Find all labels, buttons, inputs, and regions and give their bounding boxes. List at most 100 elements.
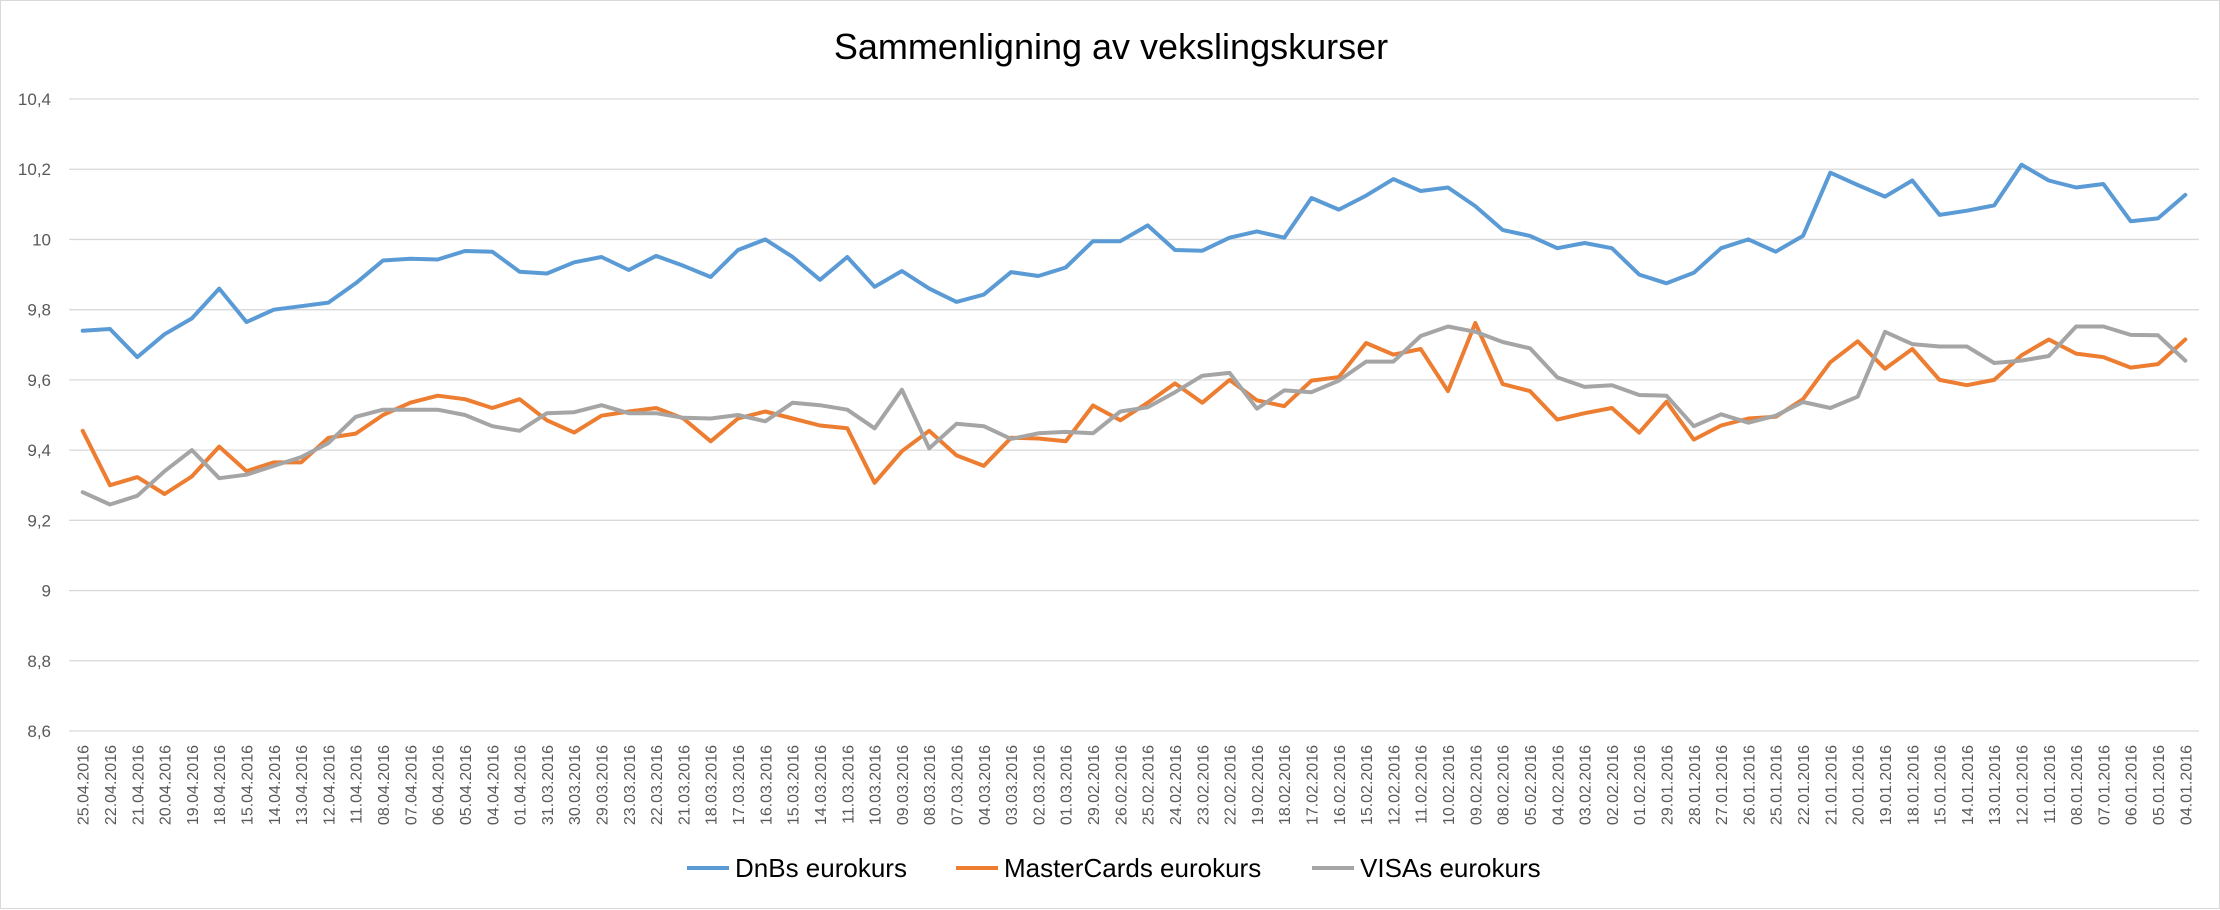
- x-tick-label: 07.03.2016: [950, 745, 967, 825]
- x-tick-label: 11.03.2016: [840, 745, 857, 824]
- x-tick-label: 11.01.2016: [2042, 745, 2059, 824]
- x-tick-label: 22.01.2016: [1796, 745, 1813, 825]
- x-tick-label: 21.03.2016: [676, 745, 693, 825]
- x-tick-label: 13.04.2016: [294, 745, 311, 825]
- series-lines: [80, 162, 2188, 507]
- x-tick-label: 03.03.2016: [1004, 745, 1021, 825]
- x-tick-label: 25.01.2016: [1769, 745, 1786, 825]
- x-tick-label: 30.03.2016: [567, 745, 584, 825]
- chart-title: Sammenligning av vekslingskurser: [834, 26, 1388, 67]
- x-tick-label: 15.02.2016: [1359, 745, 1376, 825]
- series-line-1: [80, 162, 2188, 360]
- x-tick-label: 29.03.2016: [595, 745, 612, 825]
- x-tick-label: 05.04.2016: [458, 745, 475, 825]
- x-tick-label: 29.02.2016: [1086, 745, 1103, 825]
- y-tick-label: 9,4: [27, 441, 51, 460]
- x-tick-label: 15.04.2016: [240, 745, 257, 825]
- x-tick-label: 15.01.2016: [1933, 745, 1950, 825]
- x-tick-label: 10.02.2016: [1441, 745, 1458, 825]
- x-tick-label: 04.04.2016: [485, 745, 502, 825]
- x-tick-label: 16.03.2016: [758, 745, 775, 825]
- x-tick-label: 08.03.2016: [922, 745, 939, 825]
- legend-label-1: DnBs eurokurs: [735, 853, 907, 883]
- x-tick-label: 04.01.2016: [2178, 745, 2195, 825]
- y-axis-ticks: 8,6 8,8 9 9,2 9,4 9,6 9,8 10 10,2 10,4: [18, 90, 51, 741]
- x-tick-label: 08.02.2016: [1496, 745, 1513, 825]
- series-line-2: [80, 321, 2188, 496]
- x-tick-label: 12.04.2016: [321, 745, 338, 825]
- x-tick-label: 26.01.2016: [1741, 745, 1758, 825]
- y-tick-label: 9: [42, 582, 51, 601]
- x-tick-label: 19.01.2016: [1878, 745, 1895, 825]
- x-tick-label: 25.02.2016: [1141, 745, 1158, 825]
- x-tick-label: 16.02.2016: [1332, 745, 1349, 825]
- x-tick-label: 22.04.2016: [103, 745, 120, 825]
- x-tick-label: 23.03.2016: [622, 745, 639, 825]
- legend-label-2: MasterCards eurokurs: [1004, 853, 1261, 883]
- x-tick-label: 23.02.2016: [1195, 745, 1212, 825]
- x-tick-label: 17.03.2016: [731, 745, 748, 825]
- y-tick-label: 10,4: [18, 90, 51, 109]
- x-tick-label: 15.03.2016: [786, 745, 803, 825]
- x-tick-label: 27.01.2016: [1714, 745, 1731, 825]
- x-tick-label: 01.03.2016: [1059, 745, 1076, 825]
- x-tick-label: 02.03.2016: [1031, 745, 1048, 825]
- x-tick-label: 11.02.2016: [1414, 745, 1431, 824]
- x-tick-label: 17.02.2016: [1305, 745, 1322, 825]
- x-tick-label: 13.01.2016: [1987, 745, 2004, 825]
- series-line-3: [80, 324, 2188, 507]
- x-tick-label: 06.04.2016: [431, 745, 448, 825]
- x-tick-label: 10.03.2016: [868, 745, 885, 825]
- y-tick-label: 10: [32, 230, 51, 249]
- x-tick-label: 29.01.2016: [1660, 745, 1677, 825]
- x-tick-label: 09.03.2016: [895, 745, 912, 825]
- x-tick-label: 09.02.2016: [1468, 745, 1485, 825]
- x-tick-label: 12.01.2016: [2015, 745, 2032, 825]
- x-tick-label: 18.04.2016: [212, 745, 229, 825]
- x-tick-label: 20.01.2016: [1851, 745, 1868, 825]
- legend: DnBs eurokurs MasterCards eurokurs VISAs e…: [687, 853, 1541, 883]
- x-tick-label: 14.01.2016: [1960, 745, 1977, 825]
- y-tick-label: 9,8: [27, 301, 51, 320]
- x-tick-label: 07.04.2016: [403, 745, 420, 825]
- x-tick-label: 12.02.2016: [1386, 745, 1403, 825]
- x-tick-label: 14.03.2016: [813, 745, 830, 825]
- x-tick-label: 02.02.2016: [1605, 745, 1622, 825]
- x-tick-label: 18.02.2016: [1277, 745, 1294, 825]
- x-tick-label: 04.02.2016: [1550, 745, 1567, 825]
- x-tick-label: 21.04.2016: [130, 745, 147, 825]
- x-tick-label: 19.02.2016: [1250, 745, 1267, 825]
- y-tick-label: 8,8: [27, 652, 51, 671]
- x-tick-label: 07.01.2016: [2096, 745, 2113, 825]
- legend-label-3: VISAs eurokurs: [1360, 853, 1541, 883]
- x-tick-label: 19.04.2016: [185, 745, 202, 825]
- x-tick-label: 11.04.2016: [349, 745, 366, 824]
- x-tick-label: 31.03.2016: [540, 745, 557, 825]
- x-tick-label: 04.03.2016: [977, 745, 994, 825]
- x-tick-label: 03.02.2016: [1578, 745, 1595, 825]
- y-tick-label: 9,2: [27, 511, 51, 530]
- x-axis-ticks: 25.04.2016 22.04.2016 21.04.2016 20.04.2016…: [76, 745, 2196, 825]
- x-tick-label: 05.02.2016: [1523, 745, 1540, 825]
- x-tick-label: 18.01.2016: [1905, 745, 1922, 825]
- x-tick-label: 28.01.2016: [1687, 745, 1704, 825]
- y-tick-label: 9,6: [27, 371, 51, 390]
- x-tick-label: 21.01.2016: [1823, 745, 1840, 825]
- x-tick-label: 05.01.2016: [2151, 745, 2168, 825]
- y-tick-label: 8,6: [27, 722, 51, 741]
- x-tick-label: 18.03.2016: [704, 745, 721, 825]
- x-tick-label: 22.03.2016: [649, 745, 666, 825]
- x-tick-label: 20.04.2016: [158, 745, 175, 825]
- x-tick-label: 01.02.2016: [1632, 745, 1649, 825]
- x-tick-label: 01.04.2016: [513, 745, 530, 825]
- x-tick-label: 08.04.2016: [376, 745, 393, 825]
- x-tick-label: 25.04.2016: [76, 745, 93, 825]
- x-tick-label: 22.02.2016: [1223, 745, 1240, 825]
- gridlines: [69, 98, 2199, 732]
- y-tick-label: 10,2: [18, 160, 51, 179]
- x-tick-label: 14.04.2016: [267, 745, 284, 825]
- x-tick-label: 24.02.2016: [1168, 745, 1185, 825]
- x-tick-label: 06.01.2016: [2124, 745, 2141, 825]
